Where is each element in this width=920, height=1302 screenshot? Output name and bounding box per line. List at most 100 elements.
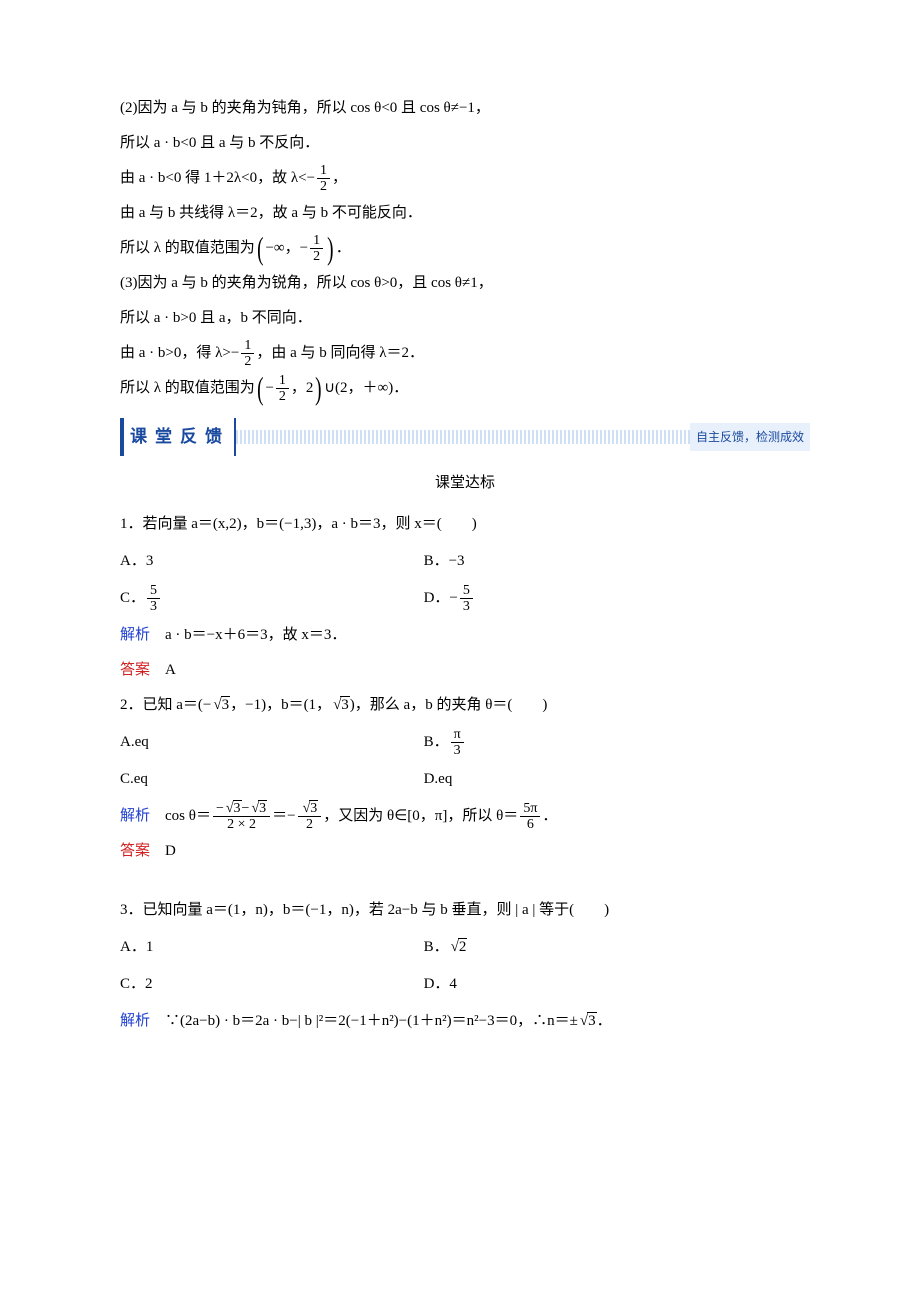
p2-line2: 所以 a · b<0 且 a 与 b 不反向． xyxy=(120,127,810,160)
q3-opt-d: D．4 xyxy=(424,968,741,1001)
q1-opt-c: C．53 xyxy=(120,582,424,615)
q2-options-row1: A.eq B．π3 xyxy=(120,724,810,761)
q1-answer: 答案 A xyxy=(120,654,810,687)
p3-line4-a: 所以 λ 的取值范围为 xyxy=(120,380,255,396)
sqrt-3-3: 3 xyxy=(578,1005,597,1038)
section-label: 课堂反馈 xyxy=(120,418,236,455)
q2-sol-c: ，又因为 θ∈[0，π]，所以 θ＝ xyxy=(323,808,518,824)
p2-line4: 由 a 与 b 共线得 λ＝2，故 a 与 b 不可能反向． xyxy=(120,197,810,230)
sqrt: 3 xyxy=(301,801,319,816)
radicand: 3 xyxy=(221,696,231,713)
solution-label: 解析 xyxy=(120,1013,150,1029)
section-stripe xyxy=(236,430,690,444)
frac-den: 2 xyxy=(276,388,289,404)
frac-53: 53 xyxy=(147,583,160,615)
q1-solution-text: a · b＝−x＋6＝3，故 x＝3． xyxy=(150,627,346,643)
sqrt: 3 xyxy=(249,801,267,816)
q2-stem-b: ，−1)，b＝(1， xyxy=(230,697,331,713)
q1-opt-b: B．−3 xyxy=(424,545,741,578)
q2-sol-b: ＝− xyxy=(272,808,295,824)
q3-solution: 解析 ∵(2a−b) · b＝2a · b−| b |²＝2(−1＋n²)−(1… xyxy=(120,1005,810,1038)
frac-half: 12 xyxy=(317,163,330,195)
subtitle: 课堂达标 xyxy=(120,467,810,500)
q3-stem: 3．已知向量 a＝(1，n)，b＝(−1，n)，若 2a−b 与 b 垂直，则 … xyxy=(120,894,810,927)
spacer xyxy=(120,870,810,892)
q1-opt-c-text: C． xyxy=(120,590,145,606)
section-bar: 课堂反馈 自主反馈，检测成效 xyxy=(120,423,810,451)
q2-stem-a: 2．已知 a＝(− xyxy=(120,697,211,713)
p2-line5-c: ． xyxy=(336,240,351,256)
solution-label: 解析 xyxy=(120,627,150,643)
p3-line4-c: ，2 xyxy=(291,380,314,396)
p3-line3: 由 a · b>0，得 λ>−12，由 a 与 b 同向得 λ＝2． xyxy=(120,337,810,370)
solution-label: 解析 xyxy=(120,808,150,824)
sqrt-3-2: 3 xyxy=(331,689,350,722)
p3-line4: 所以 λ 的取值范围为(−12，2)∪(2，＋∞)． xyxy=(120,372,810,405)
paren-left: ( xyxy=(257,234,263,263)
q2-sol-a: cos θ＝ xyxy=(150,808,211,824)
frac-den: 2 xyxy=(298,816,322,832)
q2-solution: 解析 cos θ＝−3−32 × 2＝−32，又因为 θ∈[0，π]，所以 θ＝… xyxy=(120,800,810,833)
q3-sol-a: ∵(2a−b) · b＝2a · b−| b |²＝2(−1＋n²)−(1＋n²… xyxy=(150,1013,578,1029)
q3-options-row2: C．2 D．4 xyxy=(120,966,810,1003)
paren-right: ) xyxy=(316,374,322,403)
paren-right: ) xyxy=(327,234,333,263)
frac-half-2: 12 xyxy=(310,233,323,265)
radicand: 3 xyxy=(233,800,242,816)
p3-line3-a: 由 a · b>0，得 λ>− xyxy=(120,345,239,361)
radicand: 3 xyxy=(309,800,318,816)
p2-line3-a: 由 a · b<0 得 1＋2λ<0，故 λ<− xyxy=(120,170,315,186)
q2-stem-c: )，那么 a，b 的夹角 θ＝( ) xyxy=(350,697,548,713)
paren-left: ( xyxy=(257,374,263,403)
p3-line4-d: ∪(2，＋∞)． xyxy=(324,380,408,396)
q2-sol-d: ． xyxy=(542,808,557,824)
frac-half-4: 12 xyxy=(276,373,289,405)
radicand: 3 xyxy=(258,800,267,816)
q2-opt-b: B．π3 xyxy=(424,726,741,759)
sqrt: 3 xyxy=(224,801,242,816)
frac-q2-2: 32 xyxy=(298,801,322,833)
q1-options-row2: C．53 D．−53 xyxy=(120,580,810,617)
frac-num: π xyxy=(451,727,464,742)
sqrt-3: 3 xyxy=(211,689,230,722)
frac-q2-1: −3−32 × 2 xyxy=(213,801,270,833)
q2-answer: 答案 D xyxy=(120,835,810,868)
p3-line4-b: − xyxy=(265,380,273,396)
frac-den: 3 xyxy=(147,598,160,614)
q2-opt-c: C.eq xyxy=(120,763,424,796)
q2-opt-a: A.eq xyxy=(120,726,424,759)
q1-stem: 1．若向量 a＝(x,2)，b＝(−1,3)，a · b＝3，则 x＝( ) xyxy=(120,508,810,541)
frac-num: −3−3 xyxy=(213,801,270,816)
radicand: 3 xyxy=(587,1012,597,1029)
frac-5pi6: 5π6 xyxy=(520,801,540,833)
frac-den: 2 xyxy=(317,178,330,194)
q1-answer-text: A xyxy=(150,662,176,678)
q2-opt-b-text: B． xyxy=(424,734,449,750)
p2-line3-b: ， xyxy=(332,170,347,186)
frac-num: 1 xyxy=(276,373,289,388)
p2-line5: 所以 λ 的取值范围为(−∞，−12)． xyxy=(120,232,810,265)
q1-solution: 解析 a · b＝−x＋6＝3，故 x＝3． xyxy=(120,619,810,652)
frac-num: 5 xyxy=(460,583,473,598)
answer-label: 答案 xyxy=(120,843,150,859)
p2-line5-a: 所以 λ 的取值范围为 xyxy=(120,240,255,256)
q3-sol-b: ． xyxy=(597,1013,612,1029)
frac-num: 5 xyxy=(147,583,160,598)
q1-options-row1: A．3 B．−3 xyxy=(120,543,810,580)
q3-opt-a: A．1 xyxy=(120,931,424,964)
radicand: 3 xyxy=(340,696,350,713)
q2-stem: 2．已知 a＝(−3，−1)，b＝(1，3)，那么 a，b 的夹角 θ＝( ) xyxy=(120,689,810,722)
p2-line5-b: −∞，− xyxy=(265,240,308,256)
answer-label: 答案 xyxy=(120,662,150,678)
frac-num: 3 xyxy=(298,801,322,816)
p2-line1: (2)因为 a 与 b 的夹角为钝角，所以 cos θ<0 且 cos θ≠−1… xyxy=(120,92,810,125)
frac-half-3: 12 xyxy=(241,338,254,370)
p3-line1: (3)因为 a 与 b 的夹角为锐角，所以 cos θ>0，且 cos θ≠1， xyxy=(120,267,810,300)
frac-den: 6 xyxy=(520,816,540,832)
p3-line2: 所以 a · b>0 且 a，b 不同向． xyxy=(120,302,810,335)
q1-opt-d-text: D．− xyxy=(424,590,458,606)
frac-den: 2 × 2 xyxy=(213,816,270,832)
q2-options-row2: C.eq D.eq xyxy=(120,761,810,798)
p3-line3-b: ，由 a 与 b 同向得 λ＝2． xyxy=(256,345,424,361)
frac-den: 3 xyxy=(451,742,464,758)
